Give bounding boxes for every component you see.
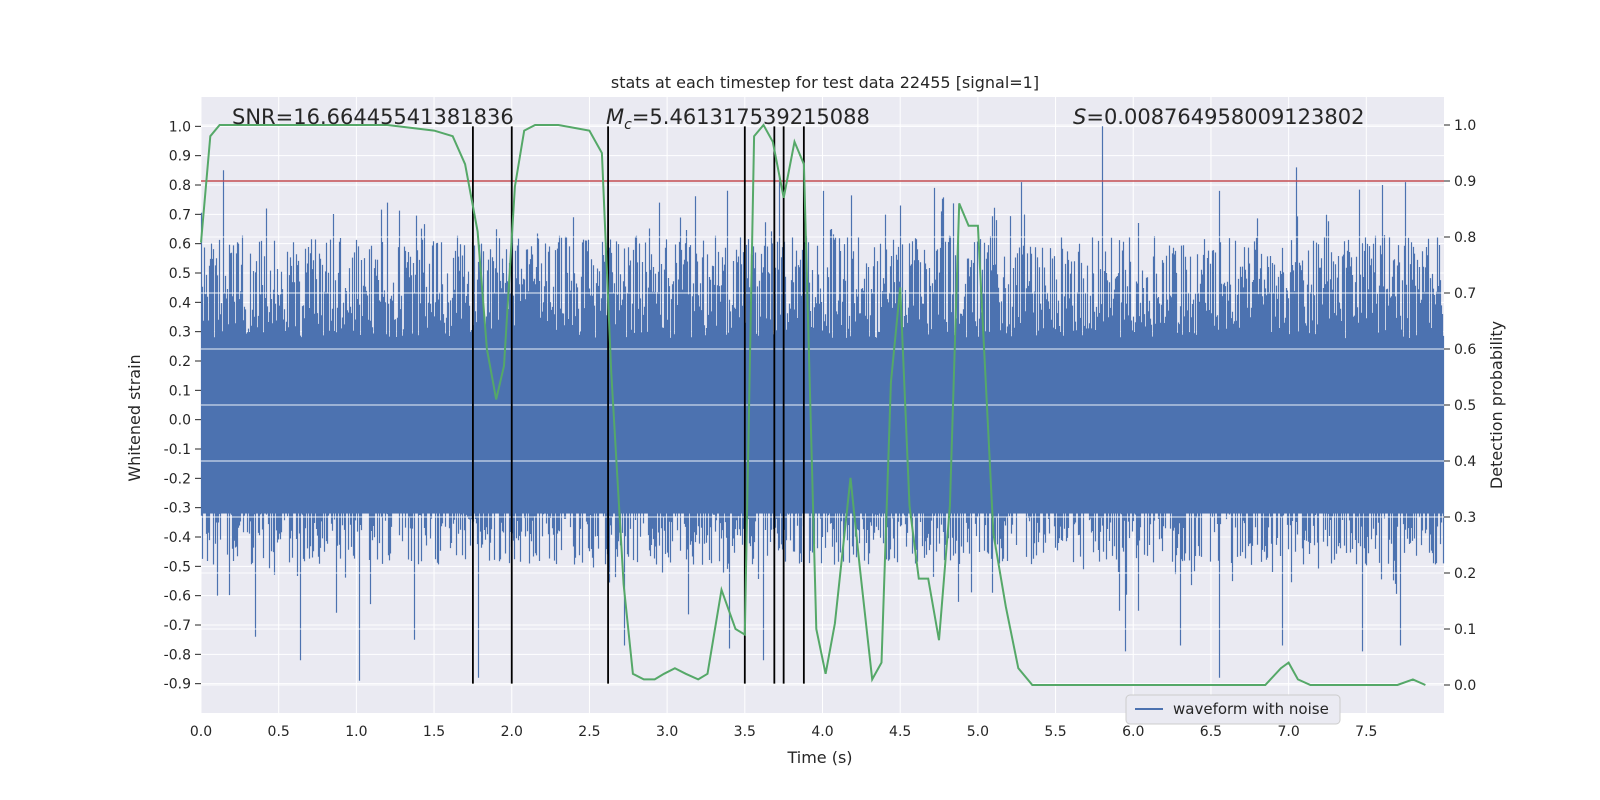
y-tick-label: -0.5 — [164, 559, 191, 575]
y-tick-label: -0.2 — [164, 471, 191, 487]
y-tick-label: -0.7 — [164, 618, 191, 634]
x-tick-label: 3.0 — [656, 724, 678, 740]
y-tick-label: -0.9 — [164, 677, 191, 693]
y-tick-label: 0.3 — [169, 325, 191, 341]
y2-tick-label: 0.0 — [1454, 678, 1476, 694]
y-tick-label: 1.0 — [169, 119, 191, 135]
chirp-mass-symbol: M — [606, 105, 624, 129]
y-axis-label: Whitened strain — [125, 354, 144, 481]
y2-tick-label: 0.8 — [1454, 230, 1476, 246]
x-tick-label: 7.0 — [1277, 724, 1299, 740]
y-tick-label: 0.0 — [169, 413, 191, 429]
snr-annotation: SNR=16.66445541381836 — [232, 105, 514, 129]
x-tick-label: 2.5 — [578, 724, 600, 740]
y2-tick-label: 0.6 — [1454, 342, 1476, 358]
y-tick-label: 0.8 — [169, 178, 191, 194]
x-axis-label: Time (s) — [786, 748, 852, 767]
x-tick-label: 6.5 — [1200, 724, 1222, 740]
y2-tick-label: 0.9 — [1454, 174, 1476, 190]
y-tick-label: 0.2 — [169, 354, 191, 370]
x-tick-label: 5.5 — [1044, 724, 1066, 740]
y-tick-label: -0.1 — [164, 442, 191, 458]
s-symbol: S — [1073, 105, 1086, 129]
x-tick-label: 7.5 — [1355, 724, 1377, 740]
x-tick-label: 4.5 — [889, 724, 911, 740]
y2-axis-label: Detection probability — [1487, 321, 1506, 489]
waveform-core — [201, 346, 1444, 514]
x-tick-label: 4.0 — [811, 724, 833, 740]
y-tick-label: -0.4 — [164, 530, 191, 546]
y2-tick-label: 0.5 — [1454, 398, 1476, 414]
y-tick-label: -0.6 — [164, 589, 191, 605]
y2-tick-label: 0.3 — [1454, 510, 1476, 526]
s-annotation: S=0.008764958009123802 — [1073, 105, 1364, 129]
y2-tick-label: 0.2 — [1454, 566, 1476, 582]
legend-box — [1125, 694, 1341, 725]
x-tick-label: 6.0 — [1122, 724, 1144, 740]
chirp-mass-annotation: Mc=5.461317539215088 — [606, 105, 870, 133]
x-tick-label: 0.5 — [268, 724, 290, 740]
y2-tick-label: 0.1 — [1454, 622, 1476, 638]
s-value: =0.008764958009123802 — [1086, 105, 1364, 129]
x-tick-label: 1.0 — [345, 724, 367, 740]
x-tick-label: 1.5 — [423, 724, 445, 740]
y-tick-label: 0.7 — [169, 207, 191, 223]
legend: waveform with noise — [1125, 694, 1341, 725]
y2-tick-label: 0.4 — [1454, 454, 1476, 470]
y-tick-label: 0.4 — [169, 295, 191, 311]
chirp-mass-subscript: c — [624, 117, 632, 133]
y-tick-label: 0.1 — [169, 383, 191, 399]
y-tick-label: -0.8 — [164, 647, 191, 663]
y-tick-label: 0.5 — [169, 266, 191, 282]
y2-tick-label: 0.7 — [1454, 286, 1476, 302]
legend-label-waveform: waveform with noise — [1173, 700, 1329, 718]
y-tick-label: 0.9 — [169, 149, 191, 165]
x-tick-label: 2.0 — [501, 724, 523, 740]
y2-tick-label: 1.0 — [1454, 118, 1476, 134]
y-tick-label: 0.6 — [169, 237, 191, 253]
chirp-mass-value: =5.461317539215088 — [632, 105, 870, 129]
x-tick-label: 3.5 — [734, 724, 756, 740]
probability-series — [200, 123, 1426, 686]
x-tick-label: 5.0 — [967, 724, 989, 740]
y-tick-label: -0.3 — [164, 501, 191, 517]
chart-title: stats at each timestep for test data 224… — [611, 73, 1039, 92]
x-tick-label: 0.0 — [190, 724, 212, 740]
